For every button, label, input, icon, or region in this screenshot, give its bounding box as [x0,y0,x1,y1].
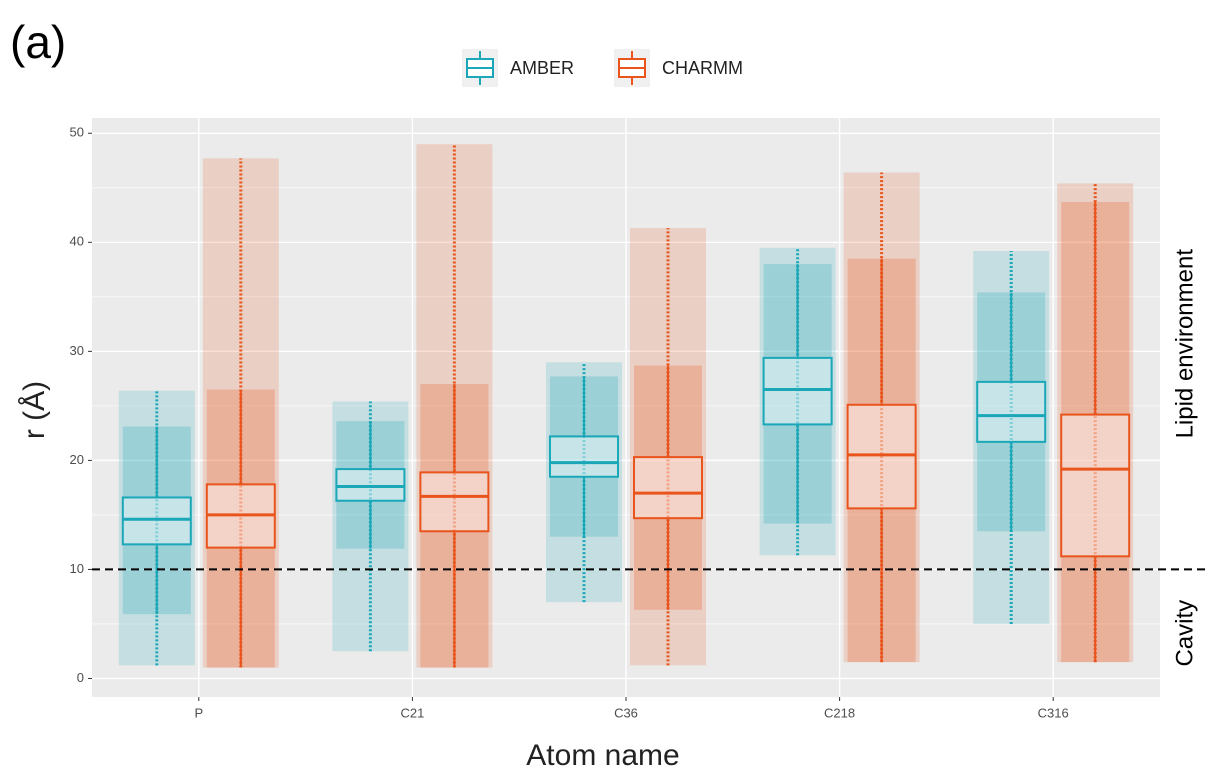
x-tick-label: C316 [1038,705,1069,720]
y-tick-label: 50 [70,125,84,140]
box [1060,413,1131,558]
x-tick-label: C218 [824,705,855,720]
box [633,456,703,520]
box [846,403,917,510]
box [335,468,406,502]
y-tick-label: 20 [70,452,84,467]
legend-label: AMBER [510,58,574,78]
x-tick-label: P [194,705,203,720]
box [549,435,619,478]
box [419,471,490,533]
panel-label: (a) [10,16,66,68]
legend-label: CHARMM [662,58,743,78]
x-axis-label: Atom name [526,739,679,772]
y-axis-label: r (Å) [18,381,51,439]
x-tick-label: C21 [400,705,424,720]
marks [118,144,1134,668]
region-label: Cavity [1171,600,1198,667]
y-tick-label: 40 [70,234,84,249]
y-tick-label: 30 [70,343,84,358]
box [121,496,192,546]
y-tick-label: 10 [70,561,84,576]
y-tick-label: 0 [77,670,84,685]
box [762,356,833,426]
region-label: Lipid environment [1171,249,1198,439]
box [976,380,1047,443]
x-tick-label: C36 [614,705,638,720]
